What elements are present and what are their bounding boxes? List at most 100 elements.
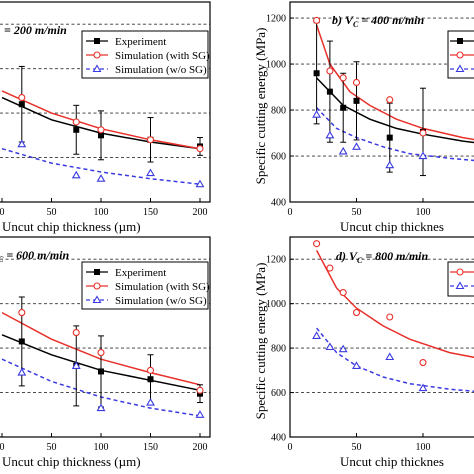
data-point-sim-nosg	[96, 174, 106, 182]
data-point-sim-nosg	[312, 331, 322, 339]
panel-c-xticks: 0 50 100 150 200	[0, 433, 208, 453]
data-point-sim-sg	[326, 67, 334, 75]
data-point-experiment	[18, 338, 25, 345]
x-tick-label: 150	[143, 207, 158, 218]
x-tick-label: 0	[0, 442, 5, 453]
fit-curve-sim-nosg	[1, 147, 201, 185]
legend-experiment-marker	[94, 38, 100, 44]
x-tick-label: 100	[94, 207, 109, 218]
data-point-sim-sg	[419, 129, 427, 137]
fit-curve-sim-nosg	[316, 327, 474, 393]
panel-b-frame	[289, 1, 474, 203]
legend-sim-sg: Simulation (with SG)	[86, 50, 210, 62]
data-point-sim-sg	[97, 126, 105, 134]
x-tick-label: 100	[416, 207, 431, 218]
y-tick-label: 400	[271, 198, 286, 209]
data-point-sim-nosg	[146, 168, 155, 177]
panel-c-plot	[0, 258, 210, 418]
data-point-sim-sg	[326, 264, 334, 272]
y-tick-label: 1200	[266, 14, 286, 25]
panel-a-plot	[0, 23, 210, 188]
data-point-sim-nosg	[195, 410, 205, 418]
fit-curve-sim-sg	[315, 24, 474, 141]
panel-d-frame	[289, 236, 474, 438]
y-tick-label: 800	[271, 344, 286, 355]
data-point-sim-nosg	[312, 110, 322, 118]
x-tick-label: 200	[193, 207, 208, 218]
panel-b-legend-partial	[447, 30, 474, 79]
x-tick-label: 0	[288, 442, 293, 453]
data-point-sim-nosg	[338, 344, 348, 353]
panel-b: b) VC = 400 m/min 400 600 800 1000 1200 0 50 1…	[253, 1, 474, 234]
y-tick-label: 400	[271, 433, 286, 444]
legend-sim-sg-marker	[93, 282, 101, 290]
x-tick-label: 50	[47, 442, 57, 453]
panel-d-yticks: 400 600 800 1000 1200	[266, 255, 294, 444]
x-tick-label: 50	[47, 207, 57, 218]
data-point-sim-sg	[72, 329, 80, 337]
data-point-sim-sg	[196, 145, 204, 153]
data-point-sim-nosg	[325, 130, 335, 139]
y-tick-label: 1000	[266, 60, 286, 71]
panel-d-title: d) VC = 800 m/min	[336, 249, 429, 265]
data-point-sim-nosg	[71, 361, 81, 369]
data-point-experiment	[313, 70, 320, 77]
data-point-experiment	[353, 97, 360, 104]
data-point-sim-nosg	[418, 151, 428, 160]
data-point-sim-nosg	[17, 367, 27, 376]
data-point-sim-sg	[313, 240, 321, 248]
panel-d-ylabel: Specific cutting energy (MPa)	[253, 263, 268, 420]
panel-d-xlabel: Uncut chip thicknes	[340, 454, 444, 469]
panel-c-legend: Experiment Simulation (with SG) Simulati…	[81, 261, 210, 310]
data-point-sim-nosg	[17, 139, 27, 148]
panel-b-yticks: 400 600 800 1000 1200	[266, 14, 294, 209]
x-tick-label: 0	[288, 207, 293, 218]
legend-sim-sg: Simulation (with SG)	[86, 281, 210, 293]
panel-a-xlabel: Uncut chip thickness (µm)	[2, 219, 141, 234]
y-tick-label: 1200	[266, 255, 286, 266]
data-point-sim-sg	[97, 349, 105, 357]
data-point-sim-nosg	[418, 383, 428, 392]
x-tick-label: 50	[352, 207, 362, 218]
legend-sim-sg-label: Simulation (with SG)	[115, 281, 210, 293]
panel-d: d) VC = 800 m/min 400 600 800 1000 1200 0 50 1…	[253, 236, 474, 469]
panel-a-legend: Experiment Simulation (with SG) Simulati…	[81, 30, 210, 79]
fit-curve-sim-nosg	[316, 107, 474, 162]
x-tick-label: 0	[0, 207, 5, 218]
data-point-experiment	[326, 88, 333, 95]
data-point-sim-sg	[339, 289, 347, 297]
data-point-sim-sg	[146, 366, 155, 374]
fit-curve-sim-sg	[315, 249, 474, 359]
panel-b-xlabel: Uncut chip thicknes	[340, 219, 444, 234]
y-tick-label: 800	[271, 106, 286, 117]
data-point-sim-nosg	[96, 403, 106, 412]
data-point-experiment	[386, 134, 393, 141]
panel-a-xticks: 0 50 100 150 200	[0, 198, 208, 218]
data-point-sim-sg	[146, 136, 155, 144]
panel-c-title: C = 600 m/min	[0, 248, 70, 264]
panel-c-frame	[0, 236, 211, 438]
data-point-sim-nosg	[352, 361, 361, 369]
data-point-experiment	[18, 101, 25, 108]
legend-sim-nosg-label: Simulation (w/o SG)	[115, 295, 207, 307]
data-point-sim-sg	[352, 309, 361, 317]
data-point-sim-sg	[196, 386, 204, 394]
legend-experiment: Experiment	[86, 36, 166, 48]
data-point-sim-sg	[419, 359, 427, 367]
x-tick-label: 200	[193, 442, 208, 453]
panel-b-ylabel: Specific cutting energy (MPa)	[253, 28, 268, 185]
data-point-sim-sg	[352, 78, 361, 87]
panel-a-title: = 200 m/min	[4, 23, 67, 37]
panel-b-plot	[290, 16, 474, 177]
legend-experiment-label: Experiment	[115, 267, 166, 279]
data-point-sim-sg	[386, 313, 394, 321]
data-point-sim-nosg	[385, 352, 395, 361]
data-point-sim-nosg	[338, 146, 348, 155]
data-point-experiment	[147, 376, 154, 383]
legend-sim-sg-marker	[93, 51, 101, 59]
data-point-experiment	[73, 126, 80, 133]
data-point-sim-nosg	[195, 179, 205, 188]
y-tick-label: 600	[271, 152, 286, 163]
panel-d-legend-partial	[447, 261, 474, 297]
legend-sim-nosg-marker	[92, 295, 102, 304]
